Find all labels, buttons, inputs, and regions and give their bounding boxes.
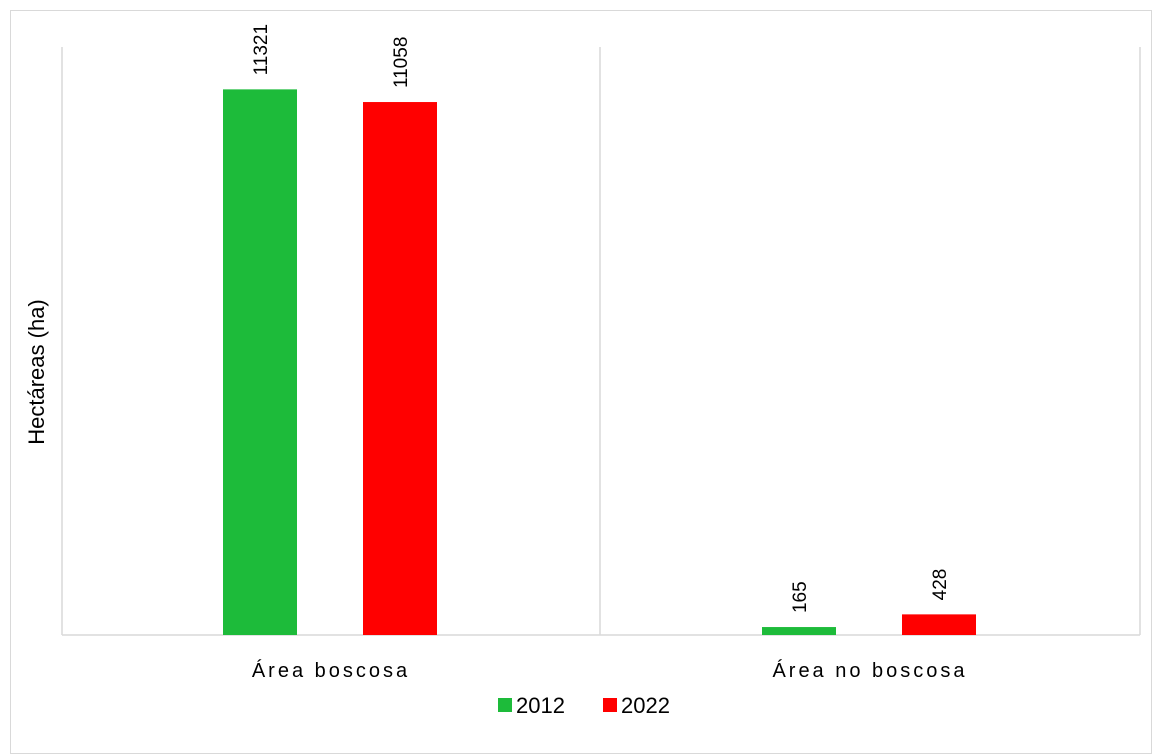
bars [223, 89, 976, 636]
legend-item-2022[interactable]: 2022 [603, 693, 670, 718]
data-label-2022-category-2: 428 [930, 569, 951, 601]
legend-swatch-2012 [498, 698, 512, 712]
data-labels: 11321 165 11058 428 [251, 24, 951, 613]
legend[interactable]: 2012 2022 [498, 693, 670, 718]
bar-2022-category-1[interactable] [363, 102, 437, 636]
legend-swatch-2022 [603, 698, 617, 712]
bar-2022-category-2[interactable] [902, 614, 976, 635]
bar-2012-category-2[interactable] [762, 627, 836, 635]
bar-2012-category-1[interactable] [223, 89, 297, 635]
data-label-2012-category-1: 11321 [251, 24, 272, 75]
legend-item-2012[interactable]: 2012 [498, 693, 565, 718]
y-axis-title: Hectáreas (ha) [24, 299, 49, 445]
plot-area: 11321 165 11058 428 [61, 24, 1141, 636]
x-tick-label-area-no-boscosa: Área no boscosa [772, 659, 967, 682]
data-label-2012-category-2: 165 [790, 581, 811, 613]
x-tick-label-area-boscosa: Área boscosa [252, 659, 410, 682]
legend-label-2022: 2022 [621, 693, 670, 718]
data-label-2022-category-1: 11058 [391, 37, 412, 88]
x-tick-labels: Área boscosa Área no boscosa [252, 659, 967, 682]
legend-label-2012: 2012 [516, 693, 565, 718]
